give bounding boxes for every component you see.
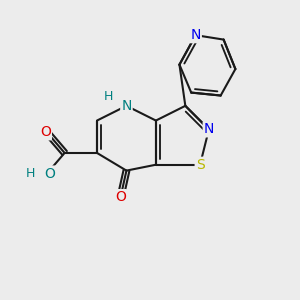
Text: O: O bbox=[40, 125, 51, 139]
Text: H: H bbox=[26, 167, 35, 180]
Text: O: O bbox=[115, 190, 126, 204]
Text: O: O bbox=[44, 167, 55, 181]
Text: N: N bbox=[190, 28, 201, 42]
Text: N: N bbox=[121, 99, 132, 113]
Text: S: S bbox=[196, 158, 204, 172]
Text: H: H bbox=[104, 91, 113, 103]
Text: N: N bbox=[204, 122, 214, 136]
